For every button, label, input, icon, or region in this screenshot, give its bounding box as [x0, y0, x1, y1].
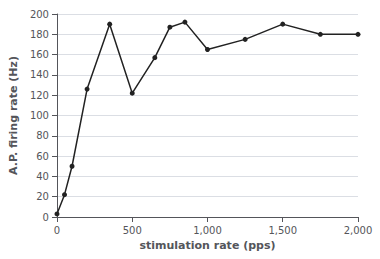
svg-text:2,000: 2,000 [344, 225, 373, 236]
svg-text:160: 160 [30, 49, 49, 60]
svg-text:180: 180 [30, 29, 49, 40]
svg-text:500: 500 [123, 225, 142, 236]
svg-text:40: 40 [36, 171, 49, 182]
svg-text:60: 60 [36, 151, 49, 162]
svg-text:80: 80 [36, 130, 49, 141]
svg-text:stimulation rate (pps): stimulation rate (pps) [139, 239, 275, 252]
svg-text:140: 140 [30, 69, 49, 80]
svg-text:100: 100 [30, 110, 49, 121]
svg-text:20: 20 [36, 191, 49, 202]
svg-text:0: 0 [43, 212, 49, 223]
svg-text:A.P. firing rate (Hz): A.P. firing rate (Hz) [7, 56, 20, 175]
svg-text:0: 0 [54, 225, 60, 236]
svg-text:120: 120 [30, 90, 49, 101]
svg-text:1,500: 1,500 [268, 225, 297, 236]
svg-text:1,000: 1,000 [193, 225, 222, 236]
svg-text:200: 200 [30, 9, 49, 20]
